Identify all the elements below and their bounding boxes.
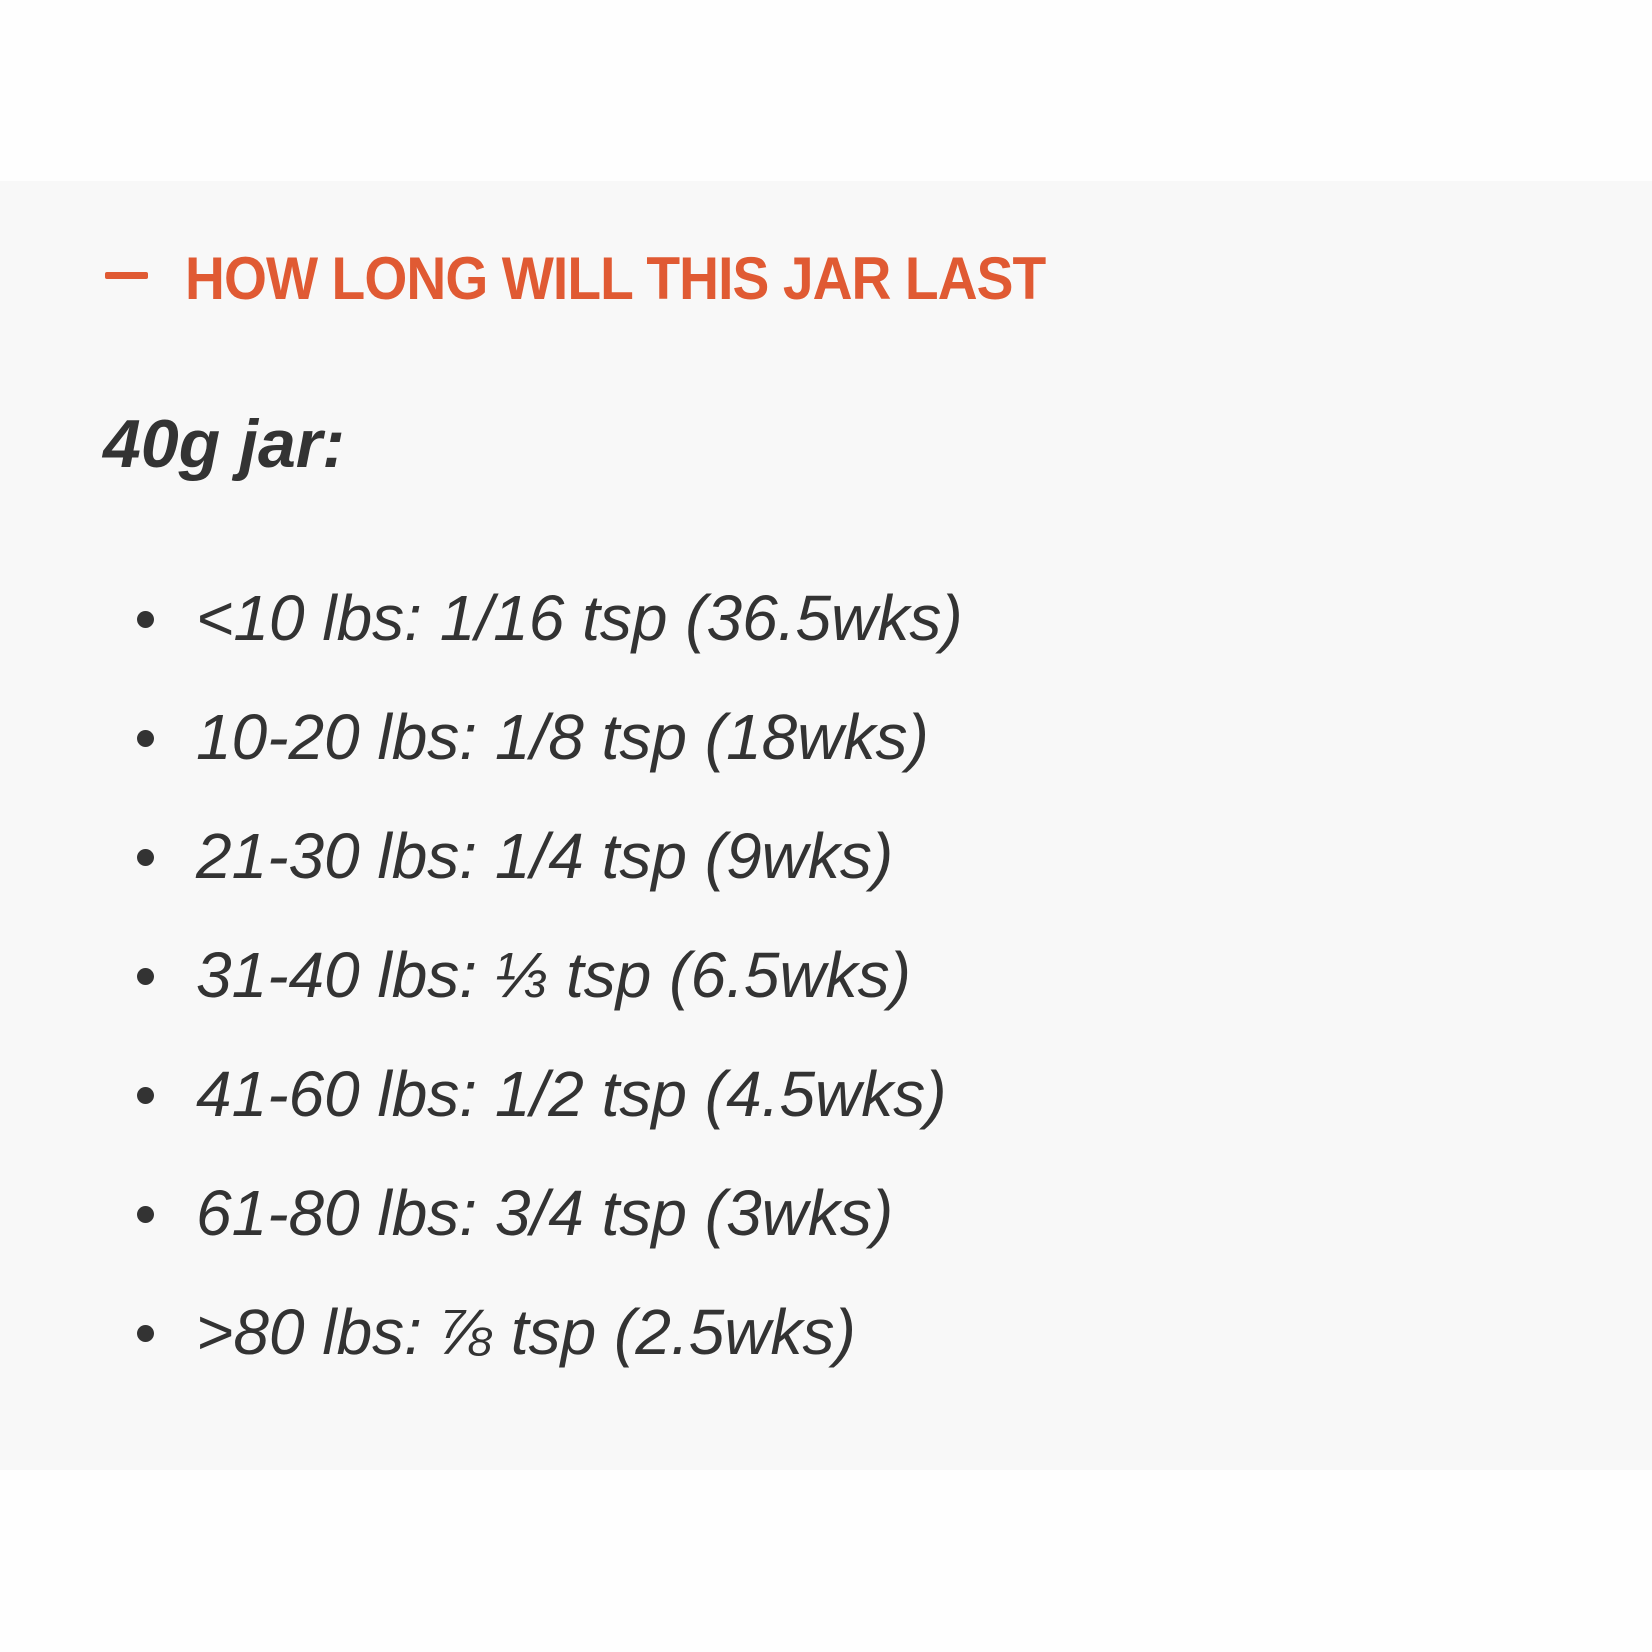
bullet-icon bbox=[137, 968, 154, 985]
minus-icon[interactable] bbox=[105, 272, 148, 279]
jar-size-heading: 40g jar: bbox=[103, 406, 345, 482]
list-item-text: 61-80 lbs: 3/4 tsp (3wks) bbox=[196, 1177, 894, 1249]
bullet-icon bbox=[137, 1325, 154, 1342]
list-item-text: >80 lbs: ⅞ tsp (2.5wks) bbox=[196, 1296, 856, 1368]
list-item-text: <10 lbs: 1/16 tsp (36.5wks) bbox=[196, 582, 963, 654]
bullet-icon bbox=[137, 1206, 154, 1223]
bullet-icon bbox=[137, 611, 154, 628]
accordion-title[interactable]: HOW LONG WILL THIS JAR LAST bbox=[185, 245, 1046, 312]
accordion-panel bbox=[0, 181, 1652, 1470]
bullet-icon bbox=[137, 1087, 154, 1104]
bullet-icon bbox=[137, 849, 154, 866]
list-item-text: 21-30 lbs: 1/4 tsp (9wks) bbox=[196, 820, 894, 892]
list-item-text: 41-60 lbs: 1/2 tsp (4.5wks) bbox=[196, 1058, 947, 1130]
list-item-text: 31-40 lbs: ⅓ tsp (6.5wks) bbox=[196, 939, 911, 1011]
list-item-text: 10-20 lbs: 1/8 tsp (18wks) bbox=[196, 701, 929, 773]
bullet-icon bbox=[137, 730, 154, 747]
